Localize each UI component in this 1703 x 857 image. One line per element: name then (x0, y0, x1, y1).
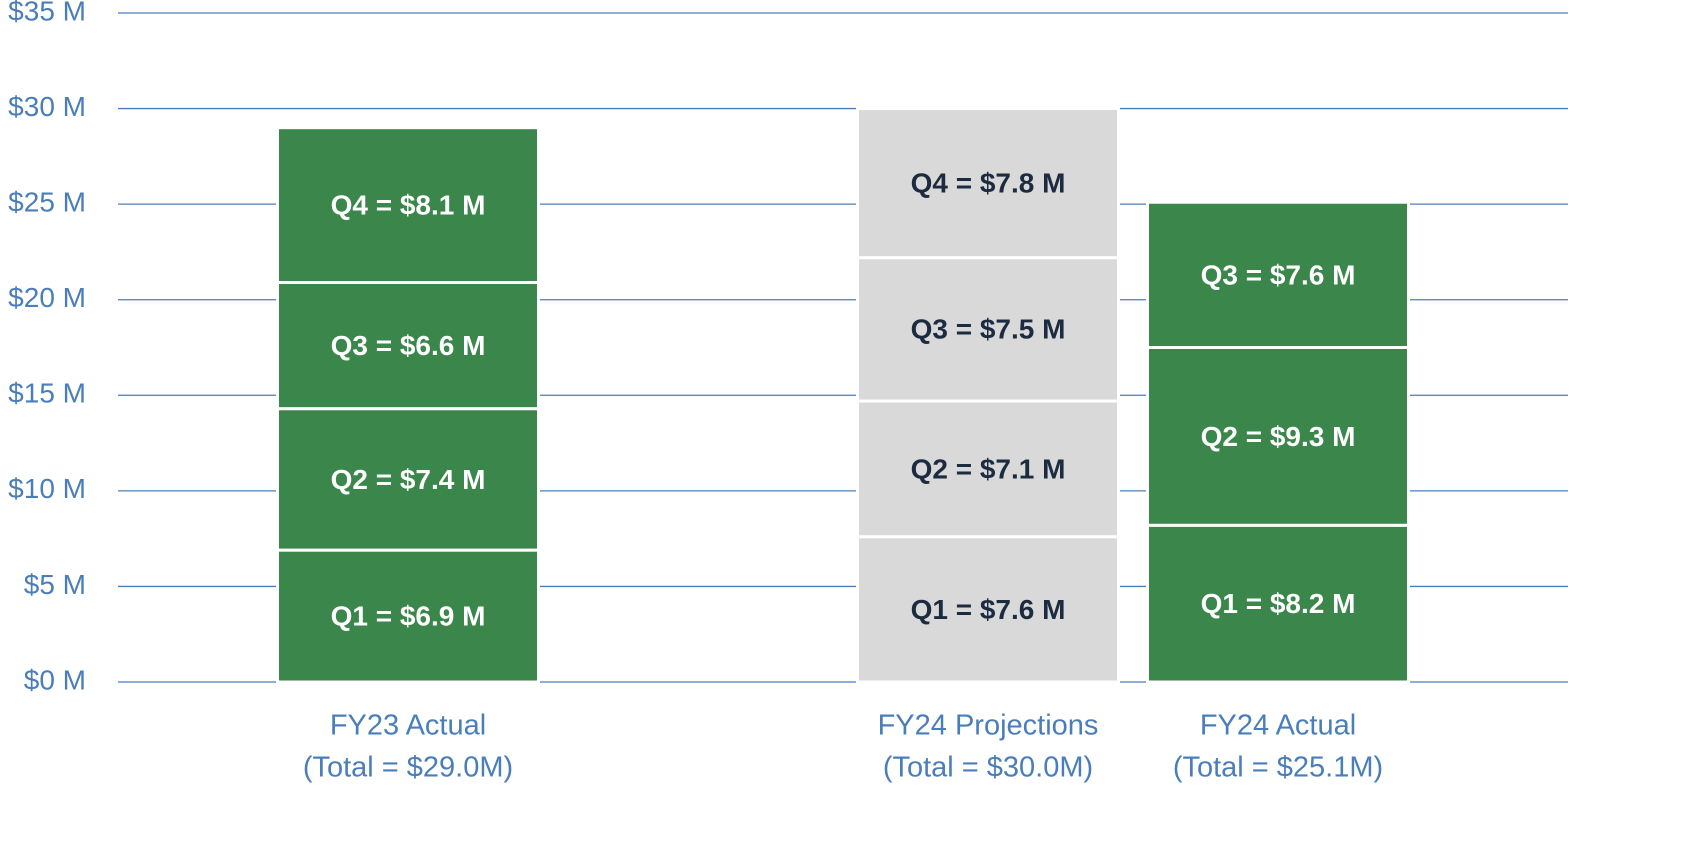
data-label: Q4 = $8.1 M (331, 189, 486, 220)
data-label: Q2 = $9.3 M (1201, 421, 1356, 452)
y-tick-label: $0 M (24, 664, 86, 695)
x-tick-label: (Total = $29.0M) (303, 752, 513, 784)
y-tick-label: $15 M (8, 378, 86, 409)
x-tick-label: FY24 Actual (1200, 710, 1356, 742)
bar-segment (856, 107, 1120, 260)
data-label: Q2 = $7.1 M (911, 453, 1066, 484)
data-label: Q4 = $7.8 M (911, 168, 1066, 199)
bar-segment (276, 126, 540, 285)
bar-segment (1146, 523, 1410, 684)
x-tick-label: FY24 Projections (878, 710, 1099, 742)
bar-segment (856, 535, 1120, 684)
x-tick-label: (Total = $30.0M) (883, 752, 1093, 784)
data-label: Q3 = $6.6 M (331, 330, 486, 361)
bar-segment (1146, 200, 1410, 349)
bar-segment (276, 407, 540, 552)
y-tick-label: $20 M (8, 282, 86, 313)
data-label: Q2 = $7.4 M (331, 464, 486, 495)
data-label: Q1 = $6.9 M (331, 600, 486, 631)
x-tick-label: (Total = $25.1M) (1173, 752, 1383, 784)
bar-segment (276, 548, 540, 684)
data-label: Q1 = $8.2 M (1201, 588, 1356, 619)
x-tick-label: FY23 Actual (330, 710, 486, 742)
bar-segment (1146, 346, 1410, 527)
y-tick-label: $10 M (8, 473, 86, 504)
data-label: Q1 = $7.6 M (911, 594, 1066, 625)
y-tick-label: $25 M (8, 187, 86, 218)
data-label: Q3 = $7.6 M (1201, 259, 1356, 290)
y-tick-label: $35 M (8, 0, 86, 26)
y-tick-label: $30 M (8, 91, 86, 122)
y-tick-label: $5 M (24, 569, 86, 600)
bar-segment (276, 281, 540, 411)
data-label: Q3 = $7.5 M (911, 314, 1066, 345)
